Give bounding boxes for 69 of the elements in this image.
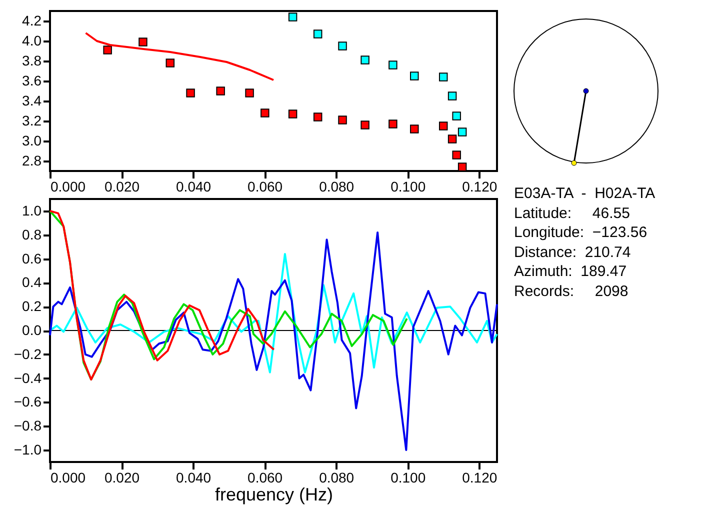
y-tick-label: 0.0	[22, 322, 42, 338]
text: Azimuth: 189.47	[514, 262, 628, 282]
x-tick-label: 0.120	[462, 178, 498, 194]
point	[245, 88, 254, 98]
y-tick-label: −0.6	[14, 394, 42, 410]
point	[458, 128, 467, 136]
y-tick-label: 3.8	[22, 52, 42, 68]
line-series	[49, 210, 275, 381]
x-tick-label: 0.120	[462, 470, 498, 486]
point	[410, 72, 419, 80]
x-tick-label: 0.020	[104, 470, 140, 486]
point	[166, 58, 175, 68]
x-tick-label: 0.040	[176, 470, 212, 486]
text: Longitude: −123.56	[514, 223, 648, 242]
point	[388, 60, 398, 70]
text: E03A-TA - H02A-TA	[514, 184, 656, 204]
point	[438, 72, 448, 82]
point	[360, 120, 370, 130]
y-tick-label: 4.0	[22, 32, 42, 48]
text: Latitude: 46.55	[514, 204, 631, 223]
line-series	[84, 32, 274, 81]
point	[138, 38, 148, 46]
point	[338, 42, 347, 50]
point	[288, 110, 298, 118]
x-tick-label: 0.100	[390, 470, 426, 486]
y-tick-label: −1.0	[14, 442, 42, 458]
y-tick-label: −0.4	[14, 370, 42, 386]
point	[260, 108, 270, 118]
point	[288, 12, 298, 22]
x-tick-label: 0.000	[50, 178, 86, 194]
text: Distance: 210.74	[514, 242, 632, 262]
y-tick-label: 0.2	[22, 298, 42, 314]
x-tick-label: 0.060	[248, 470, 283, 486]
y-tick-label: 0.6	[22, 250, 42, 266]
x-tick-label: 0.080	[319, 470, 354, 486]
y-tick-label: −0.8	[14, 418, 42, 434]
y-tick-label: −0.2	[14, 346, 42, 362]
x-tick-label: 0.000	[50, 470, 86, 486]
y-tick-label: 3.6	[22, 72, 42, 88]
point	[186, 88, 195, 98]
text: Records: 2098	[514, 282, 630, 301]
y-tick-label: 1.0	[22, 202, 42, 218]
point	[103, 46, 112, 54]
x-tick-label: 0.080	[319, 178, 354, 194]
point	[338, 116, 347, 124]
y-tick-label: 0.4	[22, 274, 42, 290]
point	[388, 120, 398, 128]
point	[452, 112, 461, 120]
point	[448, 92, 457, 100]
point	[452, 150, 461, 160]
y-tick-label: 2.8	[22, 152, 42, 168]
point	[216, 86, 225, 96]
y-tick-label: 0.8	[22, 226, 42, 242]
y-tick-label: 3.0	[22, 132, 42, 148]
y-tick-label: 4.2	[22, 12, 42, 28]
x-axis-title: frequency (Hz)	[214, 484, 334, 504]
x-tick-label: 0.060	[248, 178, 283, 194]
point	[438, 122, 448, 130]
point	[458, 162, 467, 172]
y-tick-label: 3.2	[22, 112, 42, 128]
y-tick-label: 3.4	[22, 92, 42, 108]
point	[313, 112, 322, 122]
point	[313, 30, 322, 38]
x-tick-label: 0.020	[104, 178, 140, 194]
point	[360, 56, 370, 64]
point	[410, 124, 419, 134]
x-tick-label: 0.040	[176, 178, 212, 194]
point	[448, 134, 457, 144]
x-tick-label: 0.100	[390, 178, 426, 194]
